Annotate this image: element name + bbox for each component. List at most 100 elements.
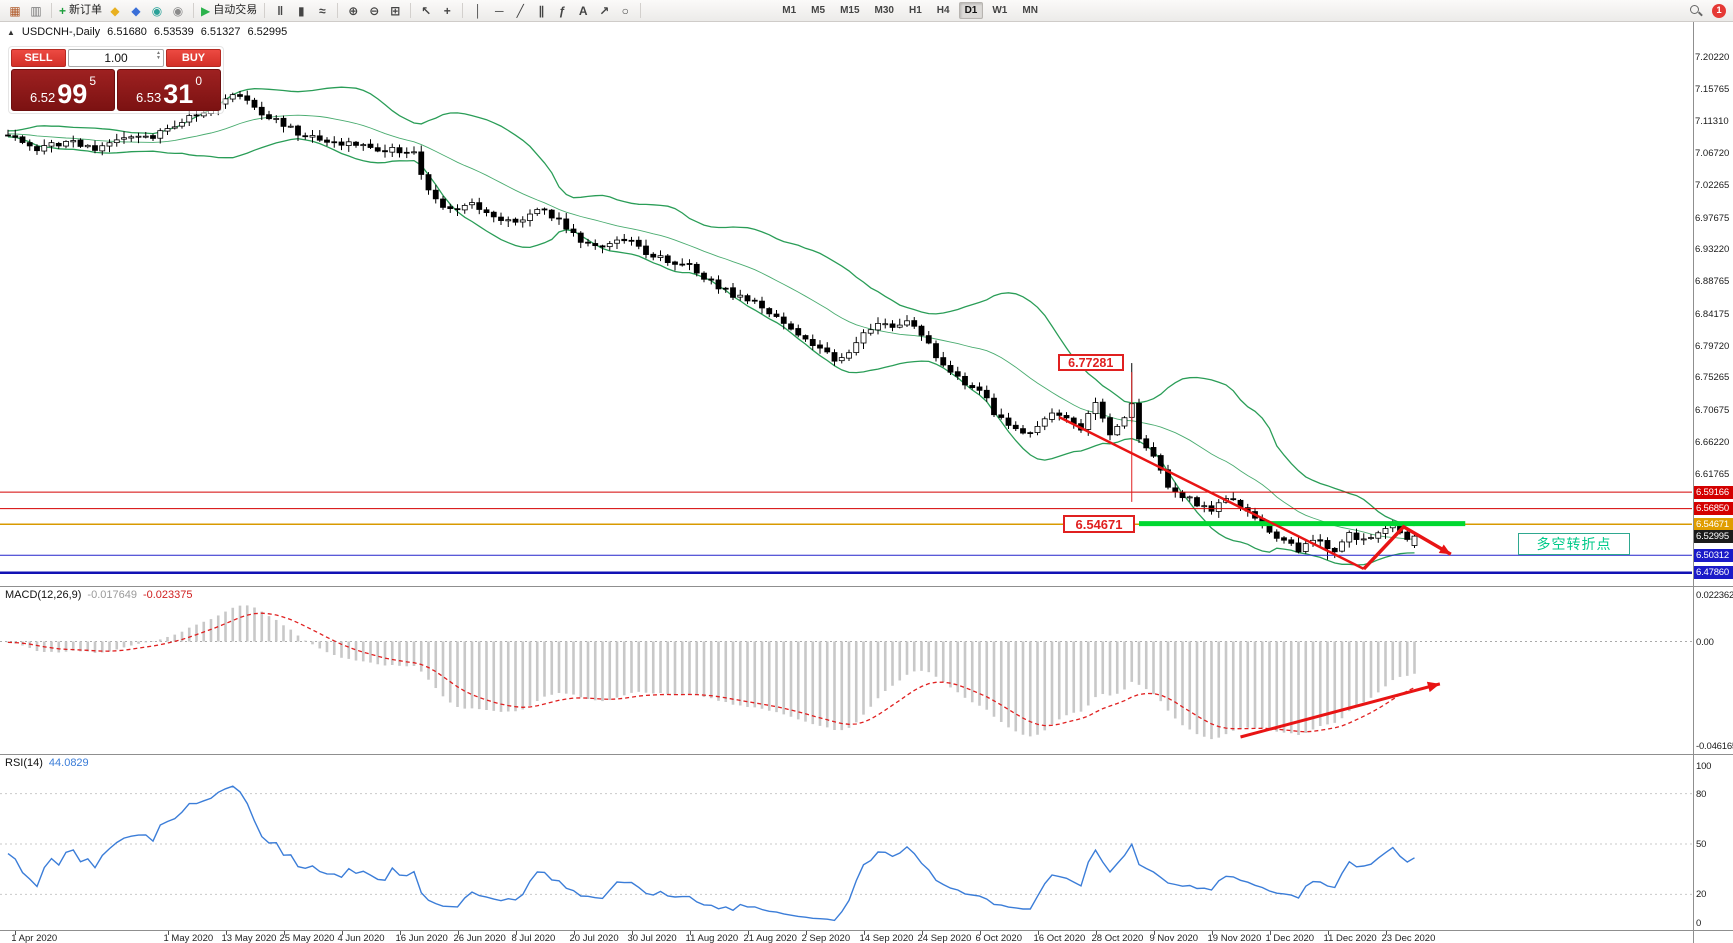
rsi-axis-label: 80 bbox=[1696, 788, 1707, 800]
time-axis-tick bbox=[979, 931, 981, 935]
toolbar-separator bbox=[193, 3, 195, 18]
trendline-button[interactable]: ╱ bbox=[510, 2, 530, 20]
toolbar-separator bbox=[51, 3, 52, 18]
macd-trend-arrow[interactable] bbox=[1240, 682, 1441, 739]
turning-point-label[interactable]: 多空转折点 bbox=[1518, 533, 1630, 555]
channel-button[interactable]: ∥ bbox=[531, 2, 551, 20]
shapes-button[interactable]: ○ bbox=[615, 2, 635, 20]
text-button[interactable]: A bbox=[573, 2, 593, 20]
bollinger-bands[interactable] bbox=[7, 86, 1415, 566]
rsi-panel-separator[interactable] bbox=[0, 754, 1733, 755]
price-axis-label: 6.93220 bbox=[1695, 244, 1730, 256]
rsi-line bbox=[7, 785, 1415, 922]
chart-plot-area[interactable] bbox=[0, 0, 1693, 943]
sell-button[interactable]: SELL bbox=[11, 49, 66, 67]
vertical-line-button[interactable]: │ bbox=[468, 2, 488, 20]
cursor-button[interactable]: ↖ bbox=[416, 2, 436, 20]
toolbar-separator bbox=[264, 3, 266, 18]
rsi-value: 44.0829 bbox=[48, 757, 89, 769]
macd-panel-separator[interactable] bbox=[0, 586, 1733, 587]
timeframe-mn[interactable]: MN bbox=[1022, 5, 1038, 16]
timeframe-m15[interactable]: M15 bbox=[840, 5, 860, 16]
price-axis-label: 7.02265 bbox=[1695, 180, 1730, 192]
fibonacci-button[interactable]: ƒ bbox=[552, 2, 572, 20]
vps-button[interactable]: ◉ bbox=[168, 2, 188, 20]
chart-candles-button[interactable]: ▮ bbox=[291, 2, 311, 20]
support-price-label[interactable]: 6.54671 bbox=[1063, 515, 1135, 534]
shapes-icon: ○ bbox=[621, 3, 629, 18]
symbol-info-line: ▲ USDCNH-,Daily 6.51680 6.53539 6.51327 … bbox=[7, 26, 287, 38]
horizontal-line-button[interactable]: ─ bbox=[489, 2, 509, 20]
timeframe-h1[interactable]: H1 bbox=[908, 5, 922, 16]
signals-button[interactable]: ◉ bbox=[147, 2, 167, 20]
autotrading-icon: ▶ bbox=[201, 3, 211, 18]
price-axis-label: 7.06720 bbox=[1695, 148, 1730, 160]
timeframe-h4[interactable]: H4 bbox=[936, 5, 950, 16]
lot-down-icon[interactable]: ▼ bbox=[156, 55, 161, 61]
notification-badge[interactable]: 1 bbox=[1712, 3, 1726, 18]
time-axis-tick bbox=[573, 931, 575, 935]
timeframe-d1[interactable]: D1 bbox=[958, 2, 984, 19]
time-axis-label: 1 Apr 2020 bbox=[11, 933, 58, 943]
market-button[interactable]: ◆ bbox=[126, 2, 146, 20]
timeframe-m30[interactable]: M30 bbox=[874, 5, 894, 16]
search-icon[interactable] bbox=[1688, 3, 1703, 18]
chart-bars-button[interactable]: ‖ bbox=[270, 2, 290, 20]
macd-axis-label: 0.00 bbox=[1696, 636, 1714, 648]
metaeditor-button[interactable]: ◆ bbox=[105, 2, 125, 20]
tile-windows-button[interactable]: ⊞ bbox=[385, 2, 405, 20]
chart-line-button[interactable]: ≈ bbox=[312, 2, 332, 20]
buy-button[interactable]: BUY bbox=[166, 49, 221, 67]
time-axis-separator bbox=[0, 930, 1733, 931]
macd-name: MACD(12,26,9) bbox=[5, 589, 82, 601]
time-axis-label: 2 Sep 2020 bbox=[801, 933, 851, 943]
price-axis-label: 6.84175 bbox=[1695, 308, 1730, 320]
downtrend-line[interactable] bbox=[1058, 415, 1365, 571]
ohlc-open: 6.51680 bbox=[107, 26, 147, 38]
arrows-button[interactable]: ↗ bbox=[594, 2, 614, 20]
time-axis-label: 11 Dec 2020 bbox=[1323, 933, 1377, 943]
time-axis-tick bbox=[341, 931, 343, 935]
chart-candles-icon: ▮ bbox=[297, 3, 305, 18]
time-axis-label: 4 Jun 2020 bbox=[337, 933, 385, 943]
new-order-button[interactable]: + 新订单 bbox=[57, 2, 104, 20]
arrows-icon: ↗ bbox=[599, 3, 610, 18]
lot-spinner[interactable]: ▲ ▼ bbox=[156, 51, 161, 61]
toolbar-separator bbox=[462, 3, 464, 18]
zoom-in-button[interactable]: ⊕ bbox=[343, 2, 363, 20]
reversal-polyline[interactable] bbox=[1362, 524, 1452, 571]
time-axis-label: 1 May 2020 bbox=[163, 933, 214, 943]
lot-up-icon[interactable]: ▲ bbox=[156, 50, 161, 56]
profiles-icon: ▥ bbox=[30, 3, 42, 18]
ohlc-close: 6.52995 bbox=[247, 26, 288, 38]
price-axis-label: 6.66220 bbox=[1695, 436, 1730, 448]
crosshair-button[interactable]: + bbox=[437, 2, 457, 20]
new-chart-button[interactable]: ▦ bbox=[5, 2, 25, 20]
lot-size-value[interactable]: 1.00 bbox=[104, 51, 128, 65]
price-axis-label: 7.11310 bbox=[1695, 115, 1729, 127]
rsi-axis-label: 100 bbox=[1696, 761, 1712, 772]
profiles-button[interactable]: ▥ bbox=[26, 2, 46, 20]
spike-price-label[interactable]: 6.77281 bbox=[1057, 354, 1124, 372]
macd-value-main: -0.017649 bbox=[87, 589, 137, 601]
bid-price-panel[interactable]: 6.52 99 5 bbox=[11, 69, 115, 111]
macd-indicator bbox=[0, 605, 1692, 740]
time-axis-label: 8 Jul 2020 bbox=[511, 933, 556, 943]
zoom-out-button[interactable]: ⊖ bbox=[364, 2, 384, 20]
one-click-collapse-icon[interactable]: ▲ bbox=[7, 27, 15, 37]
rsi-name: RSI(14) bbox=[5, 757, 43, 769]
autotrading-button[interactable]: ▶ 自动交易 bbox=[199, 2, 259, 20]
one-click-trading-widget[interactable]: SELL 1.00 ▲ ▼ BUY 6.52 99 5 6.53 31 0 bbox=[8, 46, 224, 114]
price-axis-label: 6.75265 bbox=[1695, 372, 1730, 384]
timeframe-m1[interactable]: M1 bbox=[782, 5, 797, 16]
chart-objects[interactable] bbox=[0, 372, 1692, 574]
price-axis-tag: 6.52995 bbox=[1694, 529, 1733, 543]
timeframe-w1[interactable]: W1 bbox=[992, 5, 1008, 16]
price-axis-tag: 6.59166 bbox=[1694, 485, 1733, 499]
price-axis-label: 7.15765 bbox=[1695, 83, 1730, 95]
trendline-icon: ╱ bbox=[516, 3, 524, 18]
timeframe-m5[interactable]: M5 bbox=[811, 5, 826, 16]
lot-size-field[interactable]: 1.00 ▲ ▼ bbox=[68, 49, 164, 67]
ask-price-panel[interactable]: 6.53 31 0 bbox=[117, 69, 221, 111]
time-axis-label: 14 Sep 2020 bbox=[859, 933, 914, 943]
